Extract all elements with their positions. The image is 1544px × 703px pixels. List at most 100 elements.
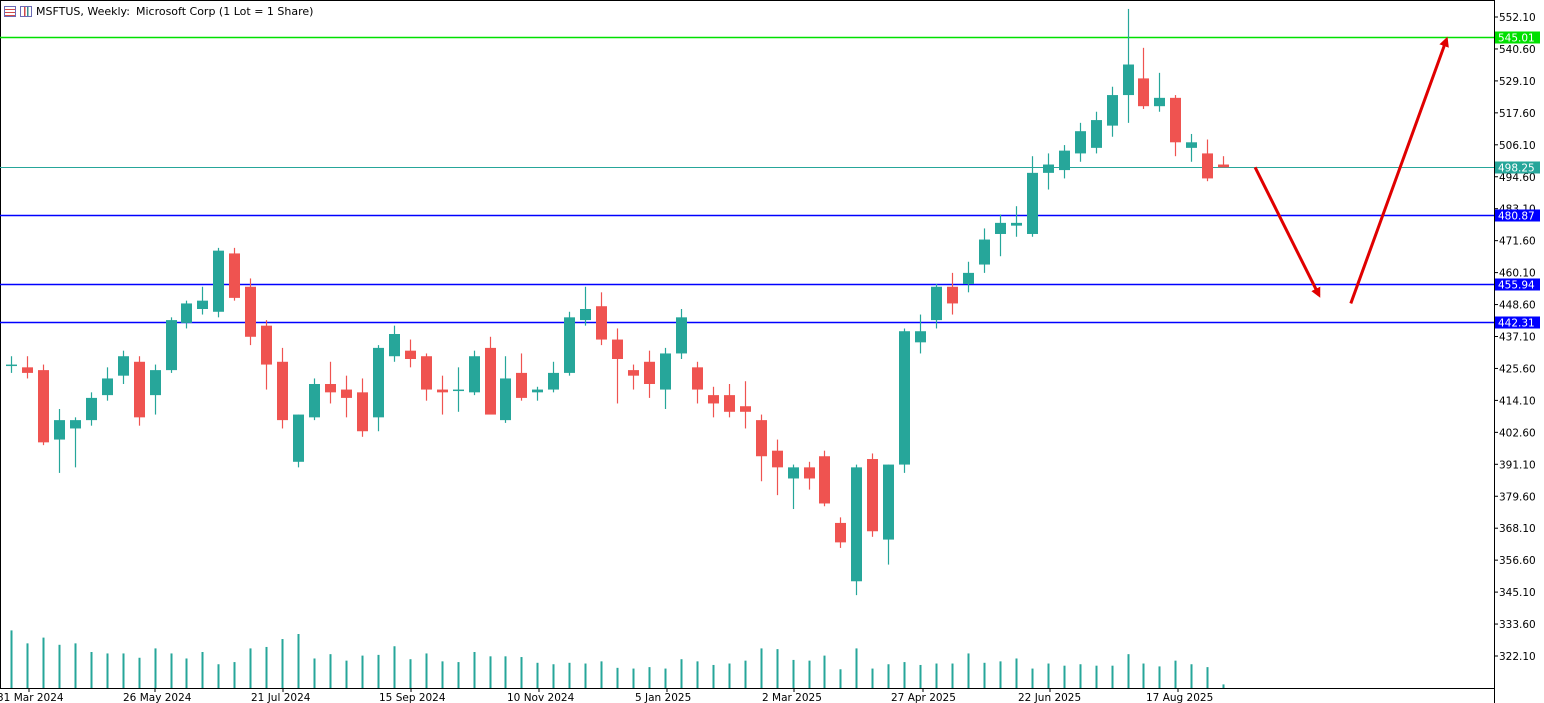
candle-body <box>245 286 256 337</box>
candle-body <box>899 331 910 465</box>
price-tick-label: 345.10 <box>1499 587 1536 599</box>
price-tick-label: 437.10 <box>1499 332 1536 344</box>
forecast-arrow <box>1253 166 1321 298</box>
candle-body <box>580 308 591 321</box>
candle-body <box>819 456 830 504</box>
candle-body <box>979 239 990 265</box>
candle-body <box>676 317 687 354</box>
candle-body <box>1138 78 1149 107</box>
price-tick-label: 356.60 <box>1499 555 1536 567</box>
date-tick-label: 5 Jan 2025 <box>635 692 691 703</box>
level-price-tag <box>1495 278 1540 291</box>
price-tick-label: 379.60 <box>1499 491 1536 503</box>
candle-body <box>293 414 304 462</box>
candle-body <box>181 303 192 323</box>
candle-body <box>1186 142 1197 148</box>
date-tick-label: 22 Jun 2025 <box>1018 692 1081 703</box>
candle-body <box>1107 95 1118 126</box>
candle-body <box>6 364 17 367</box>
level-price-tag <box>1495 209 1540 222</box>
level-price-label: 480.87 <box>1498 211 1535 223</box>
level-price-label: 545.01 <box>1498 33 1535 45</box>
candle-body <box>277 361 288 421</box>
price-tick-label: 460.10 <box>1499 268 1536 280</box>
date-tick-label: 2 Mar 2025 <box>762 692 822 703</box>
candle-body <box>166 320 177 371</box>
price-tick-label: 402.60 <box>1499 427 1536 439</box>
candle-body <box>86 397 97 421</box>
chart-list-icon[interactable] <box>4 5 16 17</box>
candle-body <box>469 356 480 393</box>
level-price-label: 442.31 <box>1498 318 1535 330</box>
candle-body <box>1011 222 1022 226</box>
candle-body <box>931 286 942 321</box>
price-tick-label: 322.10 <box>1499 651 1536 663</box>
candle-body <box>1043 164 1054 173</box>
candle-body <box>692 367 703 390</box>
candle-body <box>22 367 33 373</box>
candle-body <box>548 372 559 390</box>
candle-body <box>756 420 767 457</box>
candle-body <box>516 372 527 398</box>
candle-body <box>947 286 958 304</box>
candle-body <box>851 467 862 582</box>
level-price-label: 455.94 <box>1498 280 1535 292</box>
price-tick-label: 494.60 <box>1499 172 1536 184</box>
forecast-arrow <box>1349 36 1449 304</box>
candle-body <box>54 420 65 440</box>
candle-body <box>1075 131 1086 154</box>
candle-body <box>325 384 336 393</box>
candle-body <box>644 361 655 385</box>
candle-body <box>102 378 113 396</box>
candle-body <box>70 420 81 429</box>
plot-frame <box>0 0 1495 689</box>
candle-body <box>724 395 735 412</box>
candle-body <box>612 339 623 360</box>
level-price-tag <box>1495 31 1540 44</box>
candle-body <box>373 347 384 418</box>
date-tick-label: 27 Apr 2025 <box>891 692 956 703</box>
price-tick-label: 471.60 <box>1499 236 1536 248</box>
price-tick-label: 540.60 <box>1499 44 1536 56</box>
price-tick-label: 414.10 <box>1499 395 1536 407</box>
candle-body <box>197 300 208 309</box>
date-tick-label: 17 Aug 2025 <box>1146 692 1213 703</box>
candle-body <box>628 370 639 376</box>
date-tick-label: 10 Nov 2024 <box>507 692 575 703</box>
price-tick-label: 529.10 <box>1499 76 1536 88</box>
candle-body <box>1218 164 1229 168</box>
level-price-label: 498.25 <box>1498 163 1535 175</box>
candle-body <box>485 347 496 415</box>
candle-body <box>867 459 878 532</box>
date-tick-label: 21 Jul 2024 <box>251 692 311 703</box>
date-tick-label: 31 Mar 2024 <box>0 692 64 703</box>
date-tick-label: 26 May 2024 <box>123 692 192 703</box>
candle-body <box>1027 172 1038 234</box>
candle-body <box>213 250 224 312</box>
candle-body <box>357 392 368 432</box>
candle-body <box>389 333 400 357</box>
candle-body <box>995 222 1006 234</box>
candle-body <box>660 353 671 390</box>
symbol-label: MSFTUS, Weekly: <box>36 4 130 18</box>
candle-body <box>500 378 511 421</box>
candle-body <box>1154 97 1165 107</box>
candle-body <box>1170 97 1181 143</box>
chart-trade-icon[interactable] <box>20 5 32 17</box>
candle-body <box>532 389 543 393</box>
price-tick-label: 552.10 <box>1499 12 1536 24</box>
candle-body <box>453 389 464 392</box>
candle-body <box>437 389 448 393</box>
candle-body <box>229 253 240 298</box>
candle-body <box>405 350 416 360</box>
price-tick-label: 506.10 <box>1499 140 1536 152</box>
price-tick-label: 391.10 <box>1499 459 1536 471</box>
price-tick-label: 333.60 <box>1499 619 1536 631</box>
price-tick-label: 517.60 <box>1499 108 1536 120</box>
candle-body <box>564 317 575 373</box>
candle-body <box>740 406 751 412</box>
date-tick-label: 15 Sep 2024 <box>379 692 446 703</box>
chart-header: MSFTUS, Weekly: Microsoft Corp (1 Lot = … <box>4 2 313 20</box>
symbol-description: Microsoft Corp (1 Lot = 1 Share) <box>135 4 314 18</box>
